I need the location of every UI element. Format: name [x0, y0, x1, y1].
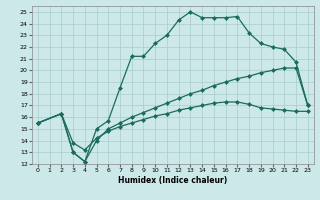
X-axis label: Humidex (Indice chaleur): Humidex (Indice chaleur)	[118, 176, 228, 185]
